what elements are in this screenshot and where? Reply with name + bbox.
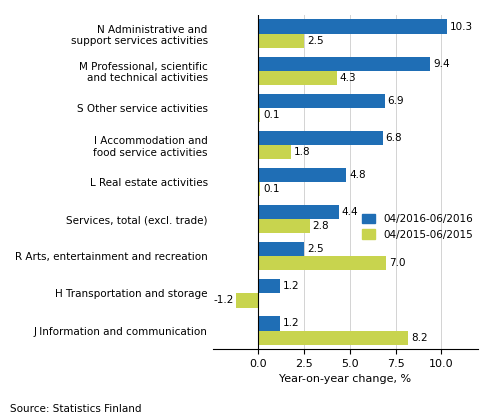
Bar <box>258 219 310 233</box>
Bar <box>258 71 337 85</box>
Bar <box>258 256 387 270</box>
Text: 7.0: 7.0 <box>389 258 406 268</box>
Bar <box>258 57 430 71</box>
Bar <box>258 331 408 344</box>
Text: 6.8: 6.8 <box>386 133 402 143</box>
Text: 9.4: 9.4 <box>433 59 450 69</box>
Bar <box>258 317 281 331</box>
Text: 2.5: 2.5 <box>307 244 323 254</box>
Bar <box>258 205 339 219</box>
Text: 0.1: 0.1 <box>263 110 280 120</box>
Legend: 04/2016-06/2016, 04/2015-06/2015: 04/2016-06/2016, 04/2015-06/2015 <box>362 214 473 240</box>
Text: 0.1: 0.1 <box>263 184 280 194</box>
Bar <box>258 94 385 108</box>
Bar <box>258 279 281 293</box>
Text: 2.5: 2.5 <box>307 36 323 46</box>
Text: Source: Statistics Finland: Source: Statistics Finland <box>10 404 141 414</box>
Text: 2.8: 2.8 <box>313 221 329 231</box>
Bar <box>258 20 447 34</box>
Bar <box>258 242 304 256</box>
Bar <box>258 108 260 122</box>
Bar <box>258 168 346 182</box>
Text: 4.3: 4.3 <box>340 73 356 83</box>
Text: 4.8: 4.8 <box>349 170 366 180</box>
Text: 10.3: 10.3 <box>450 22 473 32</box>
Bar <box>258 145 291 159</box>
Text: 1.2: 1.2 <box>283 319 300 329</box>
Text: 8.2: 8.2 <box>411 332 428 342</box>
Text: 6.9: 6.9 <box>387 96 404 106</box>
Text: 4.4: 4.4 <box>342 207 358 217</box>
X-axis label: Year-on-year change, %: Year-on-year change, % <box>279 374 411 384</box>
Bar <box>258 131 383 145</box>
Bar <box>258 34 304 48</box>
Bar <box>237 293 258 307</box>
Text: -1.2: -1.2 <box>213 295 234 305</box>
Text: 1.8: 1.8 <box>294 147 311 157</box>
Text: 1.2: 1.2 <box>283 281 300 291</box>
Bar <box>258 182 260 196</box>
